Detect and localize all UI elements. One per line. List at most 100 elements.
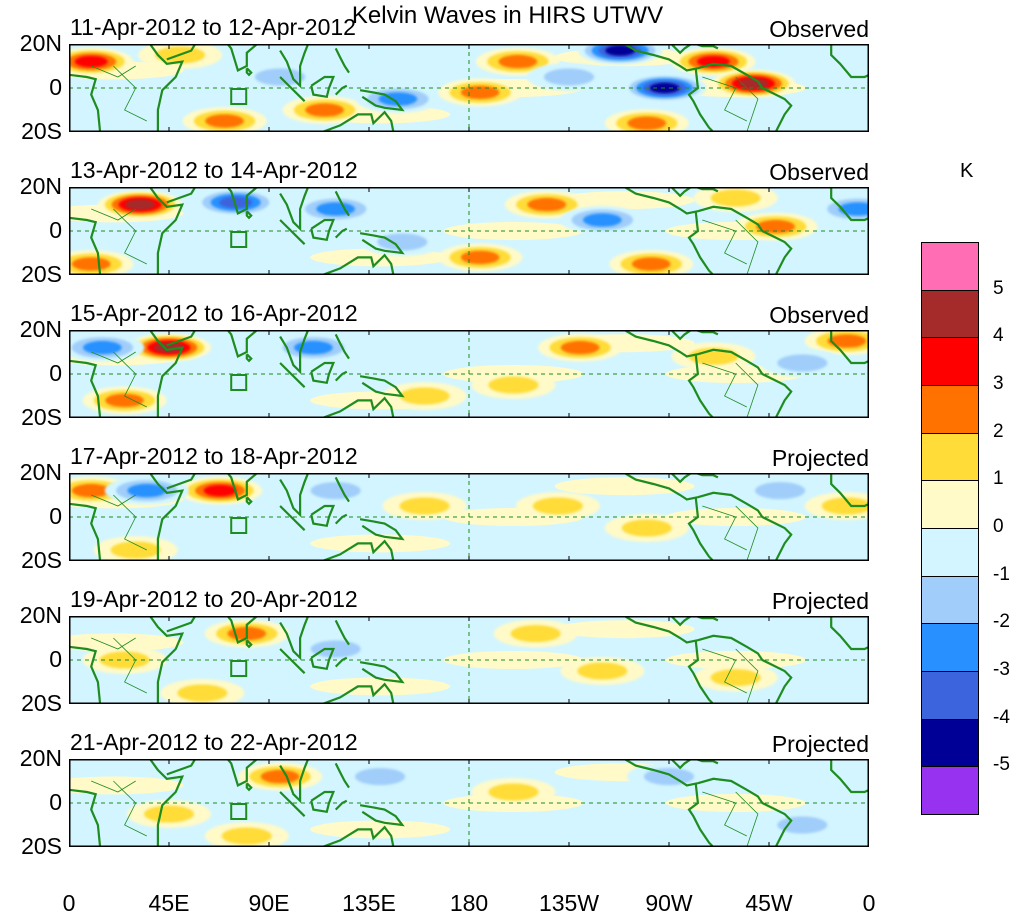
panel-period: 19-Apr-2012 to 20-Apr-2012	[70, 586, 358, 612]
coastline	[245, 210, 253, 220]
coastline	[226, 44, 259, 72]
heatmap-contour	[821, 497, 869, 515]
panel-status: Projected	[771, 588, 869, 614]
heatmap-contour	[177, 684, 228, 702]
coastline	[69, 359, 102, 418]
country-border	[735, 76, 759, 132]
panel-period: 15-Apr-2012 to 16-Apr-2012	[70, 300, 358, 326]
heatmap-contour	[460, 85, 500, 100]
country-border	[91, 780, 136, 793]
coastline	[166, 330, 197, 347]
coastline	[830, 187, 869, 222]
y-tick-label: 20S	[21, 690, 62, 716]
map-plot-area	[69, 330, 869, 418]
region-box	[230, 231, 248, 248]
coastline	[226, 616, 259, 644]
heatmap-contour	[71, 483, 111, 498]
coastline	[830, 44, 869, 79]
y-tick-label: 0	[49, 503, 62, 529]
heatmap-svg	[69, 330, 869, 418]
map-plot-area	[69, 759, 869, 847]
coastline	[279, 616, 314, 661]
heatmap-svg	[69, 473, 869, 561]
country-border	[702, 362, 747, 408]
coastline	[321, 682, 395, 704]
heatmap-contour	[605, 45, 635, 56]
heatmap-contour	[510, 625, 561, 643]
coastline	[69, 645, 102, 704]
y-tick-label: 20N	[19, 316, 62, 342]
country-border	[113, 637, 147, 694]
heatmap-contour	[498, 54, 538, 69]
heatmap-contour	[710, 189, 761, 207]
heatmap-contour	[144, 805, 194, 823]
coastline	[279, 505, 306, 531]
heatmap-contour	[488, 783, 539, 801]
heatmap-contour	[310, 820, 451, 839]
heatmap-contour	[71, 257, 111, 271]
coastline	[279, 76, 306, 102]
coastline	[69, 216, 102, 275]
colorbar-swatch	[921, 766, 979, 815]
coastline	[687, 640, 715, 704]
country-border	[113, 208, 147, 265]
heatmap-contour	[777, 354, 828, 372]
heatmap-contour	[399, 497, 450, 515]
coastline	[334, 333, 350, 360]
coastline	[830, 473, 869, 508]
heatmap-contour	[554, 191, 695, 210]
colorbar-swatch	[921, 242, 979, 291]
y-tick-label: 20S	[21, 833, 62, 859]
heatmap-contour	[105, 393, 144, 408]
coastline	[697, 777, 793, 847]
coastline	[657, 44, 692, 55]
coastline	[687, 354, 715, 418]
heatmap-svg	[69, 187, 869, 275]
coastline	[166, 187, 197, 204]
coastline	[687, 783, 715, 847]
heatmap-contour	[310, 534, 451, 553]
y-tick-label: 20S	[21, 261, 62, 287]
coastline	[657, 759, 692, 770]
coastline	[69, 788, 102, 847]
colorbar-swatch	[921, 480, 979, 529]
coastline	[697, 348, 793, 418]
x-tick-label: 135E	[342, 890, 396, 916]
coastline	[359, 89, 405, 112]
heatmap-contour	[755, 482, 806, 500]
y-tick-label: 20N	[19, 602, 62, 628]
coastline	[279, 44, 314, 89]
y-tick-label: 20S	[21, 547, 62, 573]
heatmap-contour	[74, 55, 108, 68]
coastline	[321, 396, 395, 418]
country-border	[702, 648, 747, 694]
coastline	[226, 759, 259, 787]
coastline	[624, 759, 699, 787]
coastline	[321, 539, 395, 561]
region-box	[230, 660, 248, 677]
coastline	[279, 473, 314, 518]
heatmap-contour	[532, 497, 583, 515]
colorbar-tick-label: 1	[993, 468, 1004, 490]
colorbar-tick-label: -5	[993, 754, 1010, 776]
figure-title: Kelvin Waves in HIRS UTWV	[351, 2, 664, 29]
y-tick-label: 20N	[19, 745, 62, 771]
colorbar-tick-label: -1	[993, 563, 1010, 585]
coastline	[657, 473, 692, 484]
colorbar-tick-label: -4	[993, 706, 1010, 728]
heatmap-contour	[69, 776, 184, 795]
coastline	[624, 44, 699, 72]
panel-period: 21-Apr-2012 to 22-Apr-2012	[70, 729, 358, 755]
coastline	[697, 205, 793, 275]
coastline	[245, 353, 253, 363]
region-box	[230, 803, 248, 820]
coastline	[359, 375, 405, 398]
heatmap-contour	[310, 482, 361, 500]
coastline	[279, 219, 306, 245]
colorbar-swatch	[921, 575, 979, 625]
coastline	[279, 187, 314, 232]
heatmap-contour	[310, 677, 451, 696]
coastline	[321, 253, 395, 275]
map-panel: 11-Apr-2012 to 12-Apr-2012 Observed 20N 0 20…	[0, 14, 1015, 157]
heatmap-contour	[554, 477, 695, 496]
